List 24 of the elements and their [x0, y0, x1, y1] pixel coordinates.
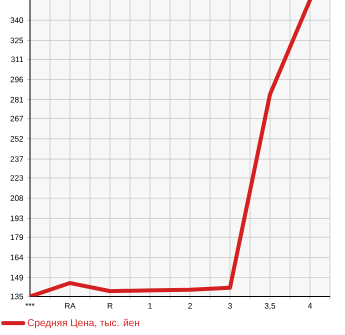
- y-tick-label: 149: [10, 274, 24, 280]
- x-tick-label: 3,5: [264, 303, 276, 310]
- x-tick-label: R: [108, 303, 113, 309]
- x-tick-label: 2: [188, 303, 192, 309]
- y-tick-label: 237: [10, 156, 24, 162]
- y-tick-label: 281: [10, 96, 24, 103]
- y-tick-label: 325: [10, 38, 24, 44]
- y-tick-label: 340: [10, 17, 24, 24]
- x-tick-label: ***: [25, 303, 35, 306]
- x-tick-label: 4: [308, 303, 312, 309]
- y-tick-label: 311: [11, 56, 24, 62]
- y-tick-label: 223: [10, 175, 24, 181]
- x-tick-label: 3: [228, 303, 232, 309]
- y-tick-label: 208: [10, 195, 24, 201]
- y-tick-label: 267: [10, 116, 24, 122]
- y-tick-label: 179: [10, 234, 24, 240]
- y-tick-label: 135: [10, 294, 24, 300]
- y-tick-label: 296: [10, 76, 24, 82]
- x-tick-label: RA: [65, 303, 76, 309]
- y-tick-label: 164: [10, 254, 24, 260]
- x-tick-label: 1: [148, 303, 152, 309]
- y-tick-label: 252: [10, 136, 24, 142]
- y-tick-label: 193: [10, 216, 24, 222]
- legend-label: Средняя Цена, тыс. йен: [28, 318, 140, 328]
